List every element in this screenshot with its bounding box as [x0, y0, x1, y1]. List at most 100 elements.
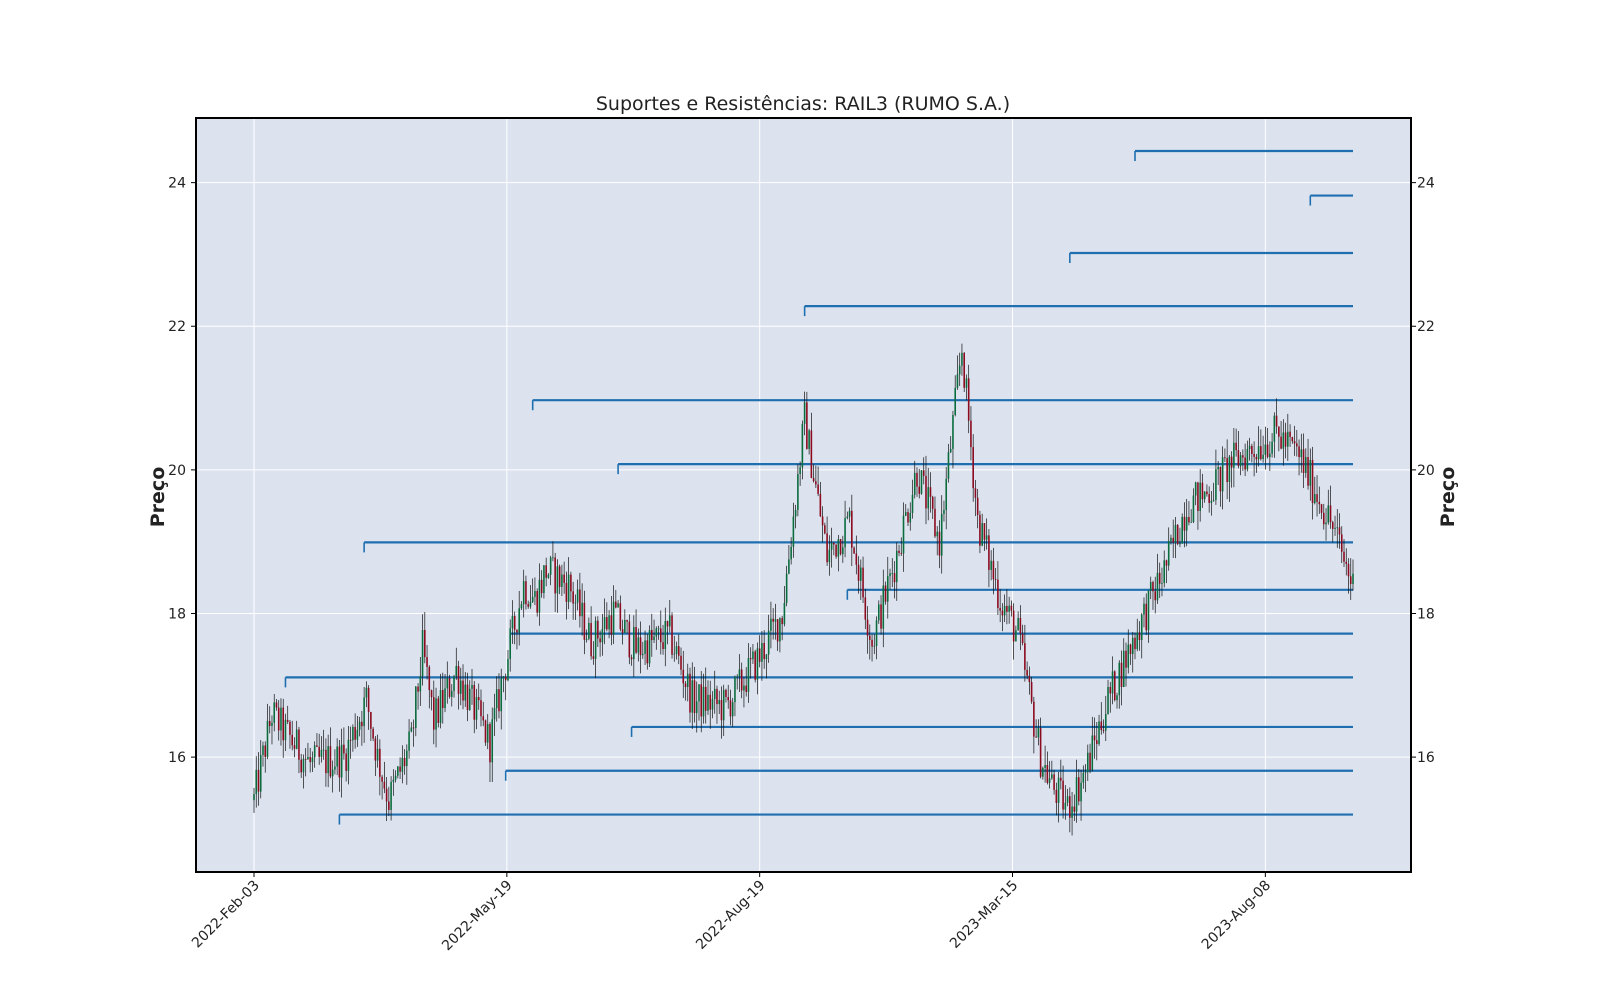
- candle-down: [482, 716, 485, 721]
- candle-up: [904, 512, 907, 516]
- candle-up: [1194, 482, 1197, 496]
- candle-down: [1226, 458, 1228, 483]
- candle-up: [909, 513, 912, 523]
- candle-down: [810, 430, 813, 478]
- candle-down: [338, 746, 341, 778]
- candle-down: [275, 702, 278, 708]
- candle-up: [837, 539, 840, 557]
- candle-up: [1163, 560, 1166, 584]
- candle-up: [356, 729, 359, 740]
- candle-up: [828, 549, 831, 563]
- candle-down: [1329, 505, 1332, 523]
- candle-up: [561, 574, 563, 587]
- candle-down: [806, 402, 808, 449]
- candle-up: [588, 622, 590, 639]
- y-axis-right: 16 18 20 22 24: [1411, 176, 1435, 766]
- candle-down: [343, 744, 345, 754]
- candle-down: [1078, 777, 1080, 802]
- candle-up: [1091, 735, 1094, 770]
- candle-down: [1028, 675, 1031, 682]
- candle-down: [684, 683, 687, 688]
- candle-up: [936, 531, 939, 537]
- candle-down: [462, 680, 464, 701]
- candle-up: [336, 746, 338, 767]
- candle-up: [1017, 617, 1019, 631]
- candle-up: [273, 702, 276, 723]
- candle-down: [880, 604, 882, 629]
- candle-down: [484, 720, 487, 743]
- candle-up: [1239, 455, 1242, 466]
- candle-down: [610, 615, 613, 635]
- candle-up: [507, 658, 509, 681]
- candle-up: [255, 769, 258, 795]
- candle-up: [1325, 522, 1327, 525]
- candle-down: [572, 591, 574, 604]
- candle-down: [666, 621, 669, 627]
- candle-up: [734, 676, 736, 703]
- candle-down: [592, 656, 595, 659]
- candle-up: [612, 601, 615, 635]
- candle-up: [990, 560, 992, 570]
- candle-down: [972, 447, 974, 489]
- candle-down: [925, 475, 927, 509]
- candle-up: [1217, 467, 1219, 470]
- candle-up: [633, 626, 635, 660]
- candle-up: [1282, 432, 1285, 449]
- candle-down: [558, 566, 561, 587]
- candle-down: [893, 573, 896, 583]
- candle-up: [415, 686, 417, 728]
- y-axis-left: 16 18 20 22 24: [168, 176, 196, 766]
- candle-up: [655, 628, 658, 637]
- candle-up: [1309, 459, 1312, 486]
- candle-down: [907, 512, 909, 523]
- candle-up: [958, 365, 961, 375]
- candle-up: [1082, 772, 1085, 783]
- candle-up: [529, 601, 532, 607]
- candle-up: [889, 573, 891, 577]
- candle-down: [318, 746, 320, 757]
- candle-up: [464, 684, 467, 701]
- candle-down: [1165, 560, 1168, 566]
- candle-up: [1181, 516, 1183, 544]
- candle-down: [659, 628, 662, 643]
- candle-up: [1116, 695, 1118, 701]
- candle-up: [1215, 469, 1217, 500]
- y-tick-label: 24: [168, 176, 186, 192]
- candle-down: [345, 753, 347, 771]
- candle-up: [421, 630, 424, 677]
- candle-down: [851, 510, 853, 548]
- candle-down: [1012, 610, 1015, 642]
- candle-up: [567, 574, 570, 602]
- candle-up: [731, 702, 734, 717]
- candle-down: [385, 788, 388, 802]
- candle-up: [1192, 495, 1195, 522]
- candle-down: [979, 514, 981, 546]
- candle-up: [985, 535, 988, 540]
- candle-down: [1069, 796, 1071, 818]
- candle-down: [316, 745, 318, 747]
- candle-up: [406, 750, 408, 767]
- candle-down: [1035, 736, 1037, 738]
- candle-down: [441, 689, 444, 709]
- candle-up: [1075, 777, 1078, 812]
- candle-down: [381, 776, 383, 782]
- candle-up: [653, 636, 655, 641]
- candle-down: [1296, 443, 1298, 447]
- candle-down: [1275, 415, 1278, 427]
- candle-down: [1125, 650, 1127, 668]
- candle-down: [563, 574, 565, 583]
- candle-down: [1311, 459, 1314, 504]
- candle-down: [293, 745, 296, 749]
- candle-down: [374, 738, 377, 761]
- candle-down: [1349, 576, 1352, 584]
- candle-up: [673, 653, 676, 655]
- candle-down: [871, 639, 873, 647]
- candle-down: [1219, 467, 1222, 492]
- candle-up: [363, 697, 365, 727]
- candle-down: [545, 565, 547, 578]
- candle-down: [286, 719, 289, 722]
- candle-down: [388, 801, 390, 810]
- candle-down: [833, 542, 835, 545]
- candle-up: [493, 708, 496, 720]
- candle-up: [1352, 573, 1354, 584]
